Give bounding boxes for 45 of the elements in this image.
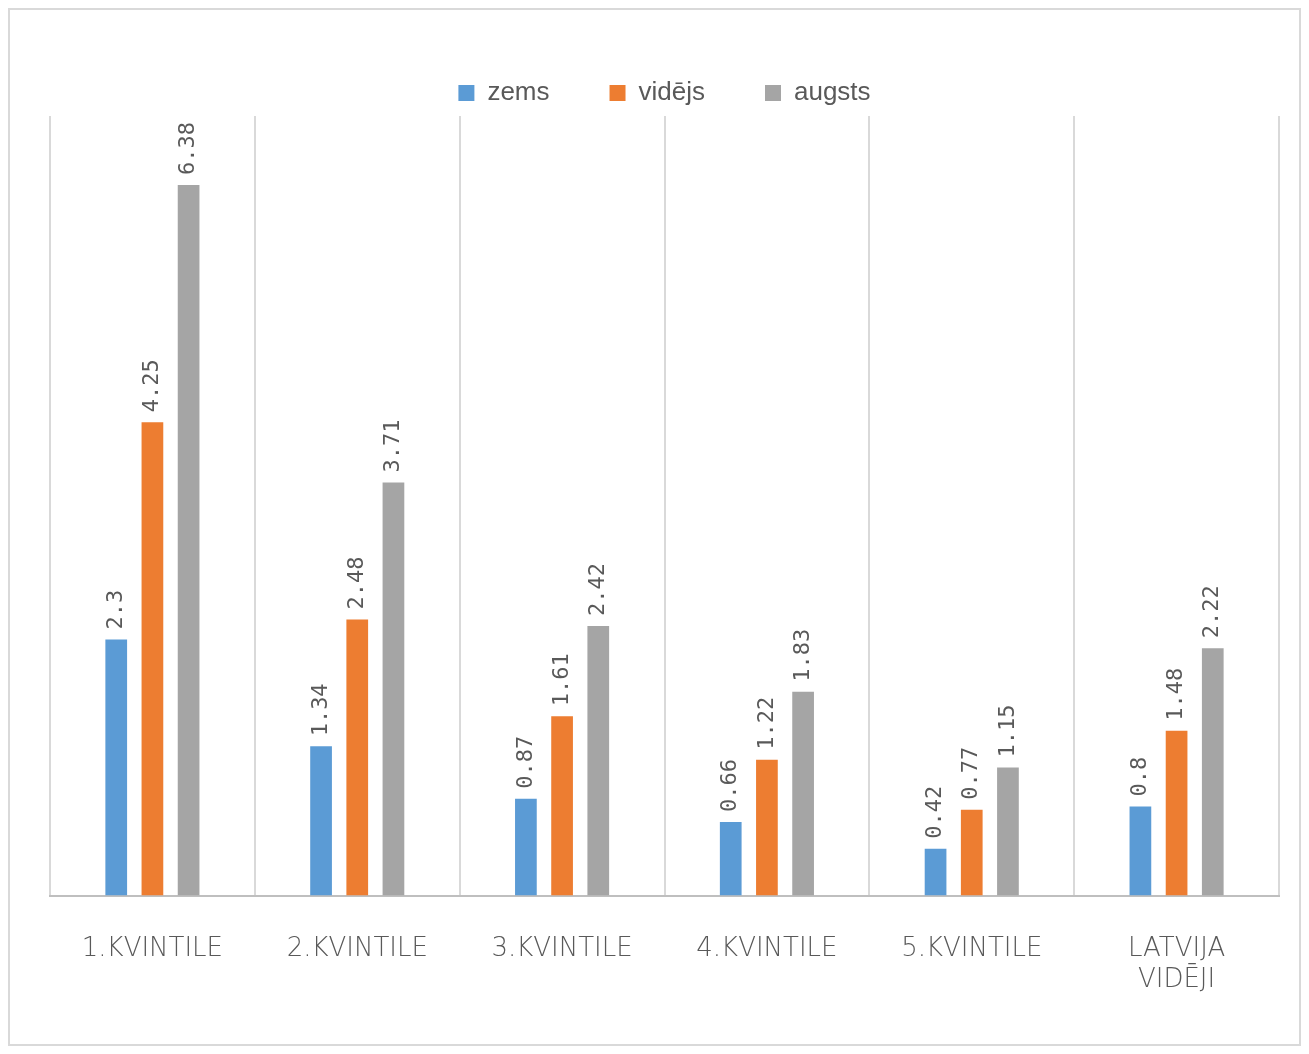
bar bbox=[346, 619, 369, 896]
legend-label: zems bbox=[487, 76, 550, 107]
data-label: 3.71 bbox=[379, 419, 405, 473]
legend-label: vidējs bbox=[638, 76, 706, 107]
data-label: 1.83 bbox=[788, 628, 814, 682]
bar bbox=[924, 848, 947, 896]
x-tick-label: LATVIJA VIDĒJI bbox=[1127, 931, 1226, 994]
legend-label: augsts bbox=[793, 76, 871, 107]
data-label: 0.8 bbox=[1126, 756, 1152, 797]
x-tick-label: 1.KVINTILE bbox=[81, 931, 224, 962]
bar bbox=[1201, 648, 1224, 896]
data-label: 0.87 bbox=[511, 735, 537, 789]
bar bbox=[105, 639, 128, 896]
data-label: 1.34 bbox=[306, 683, 332, 737]
bar bbox=[310, 746, 332, 896]
bar bbox=[756, 759, 778, 896]
bar bbox=[792, 691, 814, 896]
data-label: 1.15 bbox=[993, 704, 1019, 758]
data-label: 2.3 bbox=[101, 589, 127, 630]
bar bbox=[382, 482, 405, 896]
data-label: 2.22 bbox=[1198, 585, 1224, 639]
data-label: 1.61 bbox=[547, 653, 573, 707]
bar bbox=[551, 716, 573, 896]
bar bbox=[719, 822, 742, 896]
bar bbox=[960, 809, 983, 896]
bar bbox=[515, 798, 537, 896]
bar bbox=[141, 422, 164, 896]
data-label: 2.42 bbox=[583, 563, 609, 617]
data-label: 1.48 bbox=[1162, 667, 1188, 721]
bar bbox=[997, 767, 1019, 896]
x-tick-label: 3.KVINTILE bbox=[491, 931, 633, 962]
bar bbox=[1129, 806, 1152, 896]
bar bbox=[177, 185, 200, 896]
data-label: 1.22 bbox=[752, 696, 778, 750]
x-tick-label: 4.KVINTILE bbox=[696, 931, 838, 962]
x-tick-label: 5.KVINTILE bbox=[901, 931, 1043, 962]
data-label: 2.48 bbox=[342, 556, 368, 610]
data-label: 0.42 bbox=[921, 785, 947, 839]
bar bbox=[587, 626, 610, 896]
data-label: 0.66 bbox=[716, 759, 742, 813]
data-label: 0.77 bbox=[957, 746, 983, 800]
data-label: 6.38 bbox=[174, 122, 200, 176]
bar bbox=[1165, 730, 1188, 896]
data-label: 4.25 bbox=[138, 359, 164, 413]
x-tick-label: 2.KVINTILE bbox=[286, 931, 428, 962]
